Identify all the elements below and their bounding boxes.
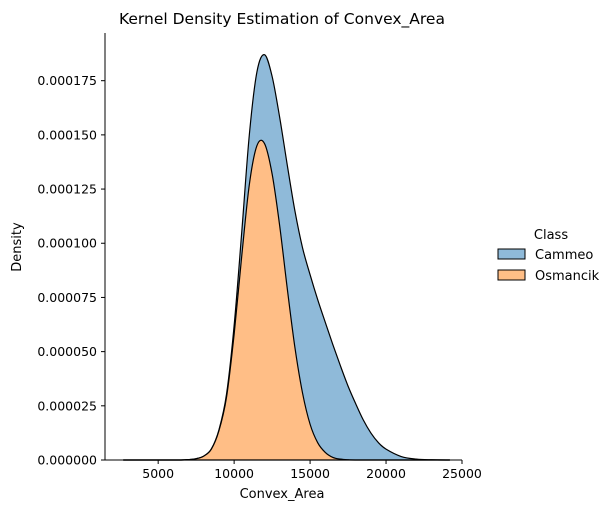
- y-tick-label: 0.000075: [37, 290, 97, 305]
- y-tick-label: 0.000000: [37, 453, 97, 468]
- x-tick-label: 25000: [442, 466, 482, 481]
- axes: [104, 33, 462, 461]
- y-axis-title: Density: [10, 222, 25, 272]
- y-ticks: 0.000000 0.000025 0.000050 0.000075 0.000100…: [37, 73, 105, 468]
- x-tick-label: 20000: [366, 466, 406, 481]
- legend-swatch-cammeo: [497, 248, 526, 260]
- y-tick-label: 0.000050: [37, 344, 97, 359]
- y-tick-label: 0.000175: [37, 73, 97, 88]
- x-axis-title: Convex_Area: [240, 487, 325, 502]
- legend-label-osmancik: Osmancik: [535, 269, 600, 284]
- y-tick-label: 0.000150: [37, 127, 97, 142]
- legend-title: Class: [534, 228, 568, 243]
- plot-area: [123, 54, 450, 461]
- y-tick-label: 0.000025: [37, 398, 97, 413]
- x-ticks: 5000 10000 15000 20000 25000: [142, 460, 482, 481]
- y-tick-label: 0.000100: [37, 236, 97, 251]
- x-tick-label: 5000: [142, 466, 174, 481]
- chart-title: Kernel Density Estimation of Convex_Area: [119, 10, 445, 29]
- area-osmancik: [123, 140, 450, 460]
- legend-swatch-osmancik: [497, 269, 526, 281]
- y-tick-label: 0.000125: [37, 182, 97, 197]
- legend-label-cammeo: Cammeo: [535, 248, 593, 263]
- x-tick-label: 10000: [214, 466, 254, 481]
- legend: Class Cammeo Osmancik: [497, 228, 600, 284]
- area-cammeo: [123, 54, 450, 460]
- x-tick-label: 15000: [290, 466, 330, 481]
